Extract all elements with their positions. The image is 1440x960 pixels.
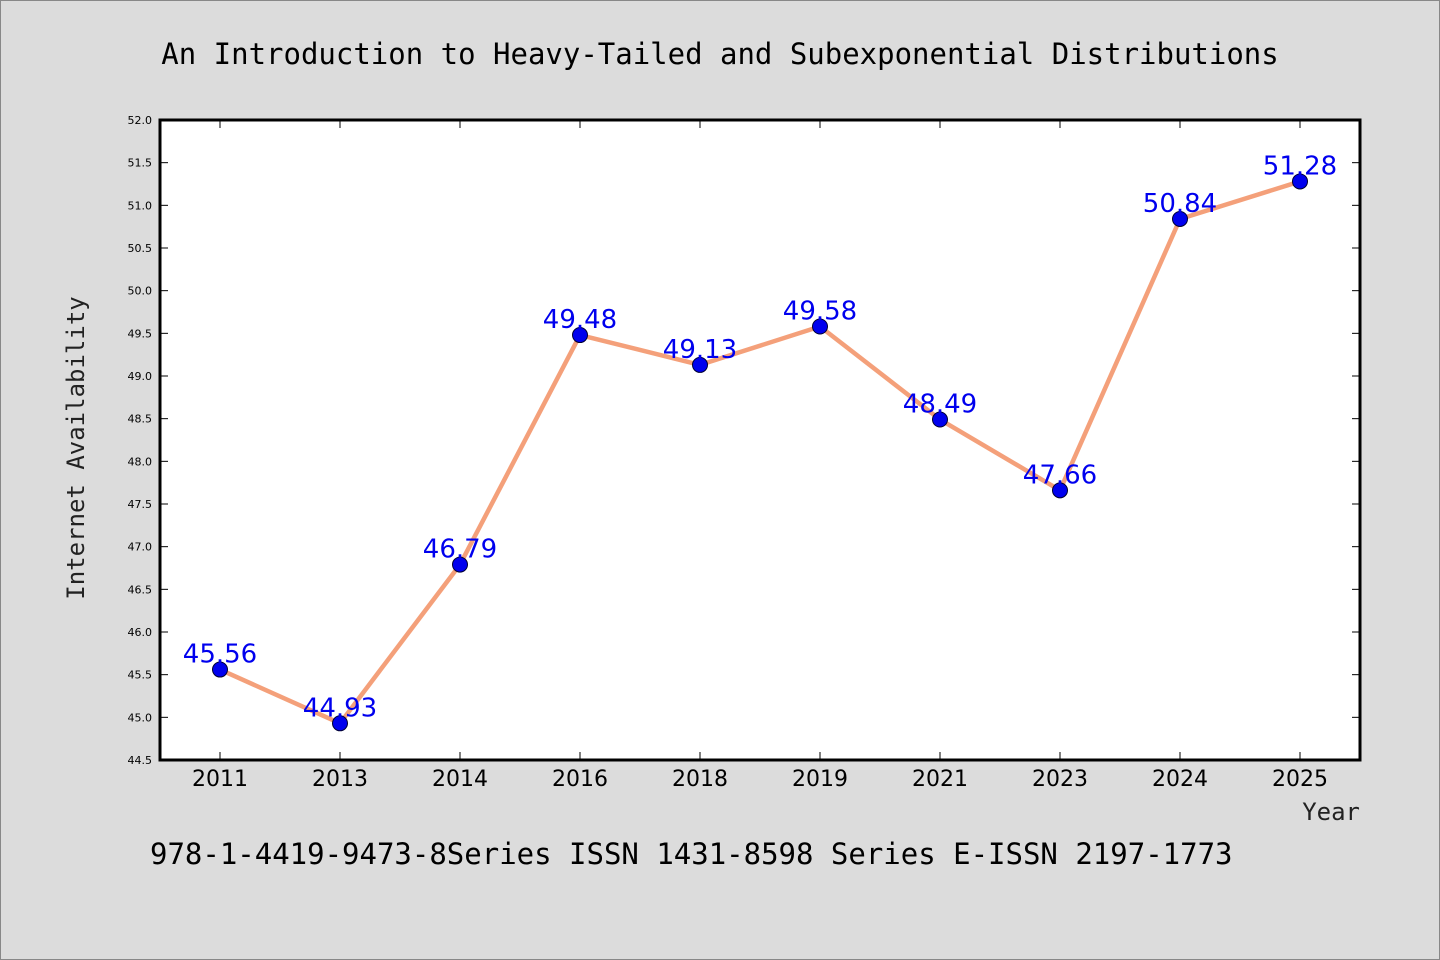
- data-label: 46.79: [423, 535, 497, 565]
- y-tick-label: 48.5: [128, 413, 153, 426]
- y-axis-label: Internet Availability: [62, 296, 90, 599]
- data-label: 45.56: [183, 640, 257, 670]
- plot-area: [158, 118, 1362, 762]
- x-tick-label: 2025: [1272, 767, 1328, 792]
- data-point: [1292, 173, 1308, 190]
- data-point: [452, 556, 468, 573]
- y-tick-label: 45.5: [128, 669, 153, 682]
- x-tick-label: 2016: [552, 767, 608, 792]
- data-point: [212, 661, 228, 678]
- y-tick-label: 44.5: [128, 754, 153, 767]
- y-tick-label: 52.0: [128, 114, 153, 127]
- y-tick-label: 46.0: [128, 626, 153, 639]
- y-tick-label: 47.0: [128, 541, 153, 554]
- data-point: [1052, 482, 1068, 499]
- data-point: [572, 327, 588, 344]
- data-label: 49.58: [783, 297, 857, 327]
- x-tick-label: 2023: [1032, 767, 1088, 792]
- data-label: 48.49: [903, 390, 977, 420]
- y-tick-label: 50.5: [128, 242, 153, 255]
- chart-title: An Introduction to Heavy-Tailed and Sube…: [161, 37, 1278, 71]
- y-tick-label: 50.0: [128, 285, 153, 298]
- data-label: 49.48: [543, 305, 617, 335]
- x-tick-label: 2014: [432, 767, 488, 792]
- y-tick-label: 49.0: [128, 370, 153, 383]
- data-label: 47.66: [1023, 460, 1097, 490]
- y-tick-label: 51.5: [128, 157, 153, 170]
- y-tick-label: 46.5: [128, 583, 153, 596]
- x-axis-label: Year: [1302, 798, 1360, 826]
- x-tick-label: 2019: [792, 767, 848, 792]
- data-label: 44.93: [303, 693, 377, 723]
- data-label: 49.13: [663, 335, 737, 365]
- y-axis: 44.5 45.0 45.5 46.0 46.5 47.0 47.5 48.0 48.5 49.0…: [128, 114, 1360, 767]
- y-tick-label: 48.0: [128, 455, 153, 468]
- y-tick-label: 47.5: [128, 498, 153, 511]
- data-points: [212, 173, 1308, 732]
- series-line: [219, 179, 1301, 726]
- x-axis: 2011 2013 2014 2016 2018 2019 2021 2023 2024 2025: [192, 120, 1328, 792]
- y-tick-label: 45.0: [128, 711, 153, 724]
- data-label: 50.84: [1143, 189, 1217, 219]
- data-labels: 45.56 44.93 46.79 49.48 49.13 49.58 48.49 47.66…: [183, 151, 1337, 723]
- data-point: [812, 318, 828, 335]
- x-tick-label: 2024: [1152, 767, 1208, 792]
- data-point: [1172, 210, 1188, 227]
- data-point: [692, 356, 708, 373]
- data-point: [332, 715, 348, 732]
- data-label: 51.28: [1263, 151, 1337, 181]
- x-tick-label: 2021: [912, 767, 968, 792]
- x-tick-label: 2018: [672, 767, 728, 792]
- x-tick-label: 2013: [312, 767, 368, 792]
- footer-isbn-text: 978-1-4419-9473-8Series ISSN 1431-8598 S…: [150, 837, 1233, 871]
- x-tick-label: 2011: [192, 767, 248, 792]
- data-point: [932, 411, 948, 428]
- y-tick-label: 51.0: [128, 199, 153, 212]
- y-tick-label: 49.5: [128, 327, 153, 340]
